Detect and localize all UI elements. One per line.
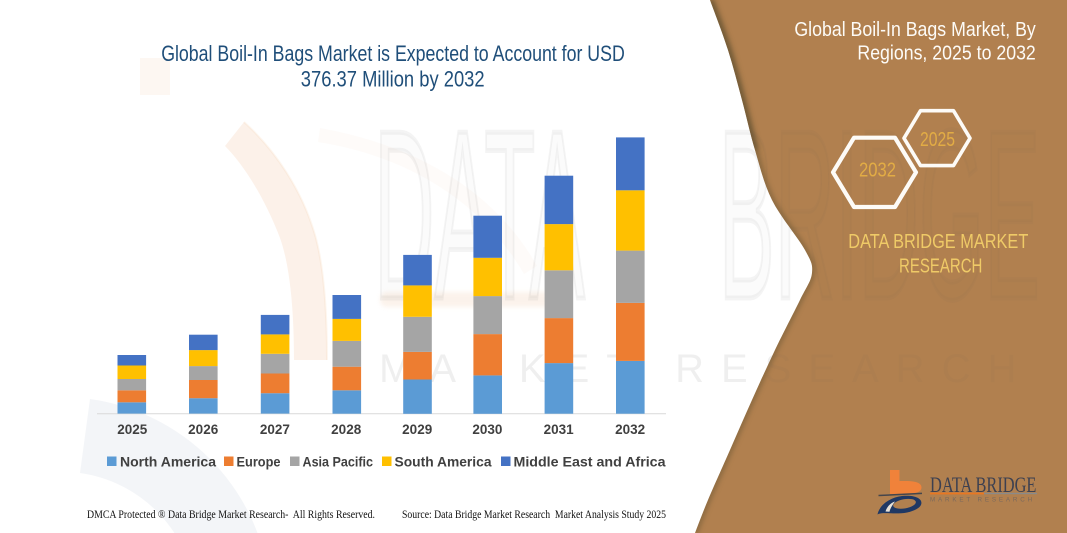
svg-text:2031: 2031 — [544, 422, 575, 437]
svg-text:376.37 Million by 2032: 376.37 Million by 2032 — [301, 67, 485, 92]
svg-text:Global Boil-In Bags Market is: Global Boil-In Bags Market is Expected t… — [161, 41, 625, 66]
svg-text:Europe: Europe — [237, 454, 281, 470]
svg-text:RESEARCH: RESEARCH — [899, 256, 982, 278]
svg-text:Source: Data Bridge Market Res: Source: Data Bridge Market Research Mark… — [402, 507, 666, 521]
svg-text:2030: 2030 — [472, 422, 502, 437]
svg-text:2032: 2032 — [859, 159, 896, 182]
svg-text:Asia Pacific: Asia Pacific — [303, 454, 374, 470]
svg-text:North America: North America — [120, 454, 216, 470]
svg-text:MARKET RESEARCH: MARKET RESEARCH — [930, 497, 1035, 504]
svg-text:2032: 2032 — [615, 422, 645, 437]
svg-text:MARKET RESEARCH: MARKET RESEARCH — [379, 347, 1033, 391]
svg-text:2026: 2026 — [188, 422, 219, 437]
svg-text:2025: 2025 — [117, 422, 148, 437]
svg-text:2028: 2028 — [331, 422, 362, 437]
svg-text:2027: 2027 — [260, 422, 290, 437]
svg-text:Middle East and Africa: Middle East and Africa — [514, 454, 666, 470]
svg-text:Global Boil-In Bags Market, By: Global Boil-In Bags Market, By — [794, 18, 1036, 41]
svg-text:DATA BRIDGE MARKET: DATA BRIDGE MARKET — [848, 231, 1028, 253]
svg-text:South America: South America — [395, 454, 492, 470]
svg-text:2029: 2029 — [402, 422, 432, 437]
svg-text:Regions, 2025 to 2032: Regions, 2025 to 2032 — [857, 42, 1035, 65]
svg-text:2025: 2025 — [920, 128, 955, 151]
svg-text:DMCA Protected ® Data Bridge M: DMCA Protected ® Data Bridge Market Rese… — [87, 507, 375, 521]
